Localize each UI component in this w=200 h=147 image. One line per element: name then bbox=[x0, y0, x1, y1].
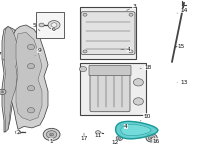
Text: 12: 12 bbox=[111, 139, 119, 145]
FancyBboxPatch shape bbox=[81, 12, 135, 54]
Circle shape bbox=[95, 131, 101, 135]
Text: 13: 13 bbox=[177, 80, 188, 85]
Circle shape bbox=[133, 79, 143, 86]
Circle shape bbox=[27, 44, 35, 50]
Text: 1: 1 bbox=[49, 135, 53, 144]
Circle shape bbox=[129, 50, 133, 53]
Polygon shape bbox=[10, 25, 48, 129]
Circle shape bbox=[116, 136, 123, 141]
Circle shape bbox=[39, 23, 44, 27]
Circle shape bbox=[48, 21, 60, 29]
Circle shape bbox=[27, 64, 35, 69]
Circle shape bbox=[79, 66, 87, 72]
Circle shape bbox=[150, 137, 153, 139]
Circle shape bbox=[148, 136, 155, 140]
Circle shape bbox=[83, 13, 87, 16]
Circle shape bbox=[118, 137, 121, 139]
FancyBboxPatch shape bbox=[80, 7, 136, 59]
Polygon shape bbox=[4, 26, 18, 132]
Text: 18: 18 bbox=[140, 65, 152, 70]
FancyBboxPatch shape bbox=[89, 65, 131, 76]
Text: 2: 2 bbox=[16, 130, 23, 135]
Text: 10: 10 bbox=[140, 114, 151, 121]
Circle shape bbox=[133, 98, 143, 105]
Text: 8: 8 bbox=[0, 91, 3, 100]
Polygon shape bbox=[2, 26, 24, 132]
Polygon shape bbox=[16, 32, 42, 121]
Text: 7: 7 bbox=[0, 52, 4, 60]
Text: 6: 6 bbox=[51, 27, 55, 32]
Circle shape bbox=[51, 23, 57, 27]
Circle shape bbox=[83, 50, 87, 53]
Text: 3: 3 bbox=[126, 4, 136, 10]
Text: 5: 5 bbox=[32, 23, 40, 31]
Circle shape bbox=[15, 130, 21, 134]
Text: 9: 9 bbox=[35, 48, 41, 56]
Circle shape bbox=[0, 89, 6, 95]
FancyBboxPatch shape bbox=[80, 63, 146, 115]
Polygon shape bbox=[121, 125, 151, 136]
Circle shape bbox=[46, 131, 57, 138]
Polygon shape bbox=[116, 121, 158, 139]
Text: 4: 4 bbox=[121, 47, 131, 52]
Circle shape bbox=[50, 133, 54, 136]
Circle shape bbox=[27, 108, 35, 113]
Text: 17: 17 bbox=[80, 133, 88, 141]
Circle shape bbox=[27, 86, 35, 91]
Text: 14: 14 bbox=[177, 8, 188, 13]
Circle shape bbox=[1, 91, 4, 93]
FancyBboxPatch shape bbox=[90, 68, 130, 112]
Circle shape bbox=[43, 128, 60, 141]
Text: 11: 11 bbox=[94, 132, 102, 138]
FancyBboxPatch shape bbox=[36, 12, 64, 38]
Circle shape bbox=[129, 13, 133, 16]
Text: 15: 15 bbox=[174, 44, 185, 49]
Text: 4: 4 bbox=[121, 124, 128, 129]
Circle shape bbox=[146, 134, 157, 142]
Text: 16: 16 bbox=[151, 138, 160, 144]
